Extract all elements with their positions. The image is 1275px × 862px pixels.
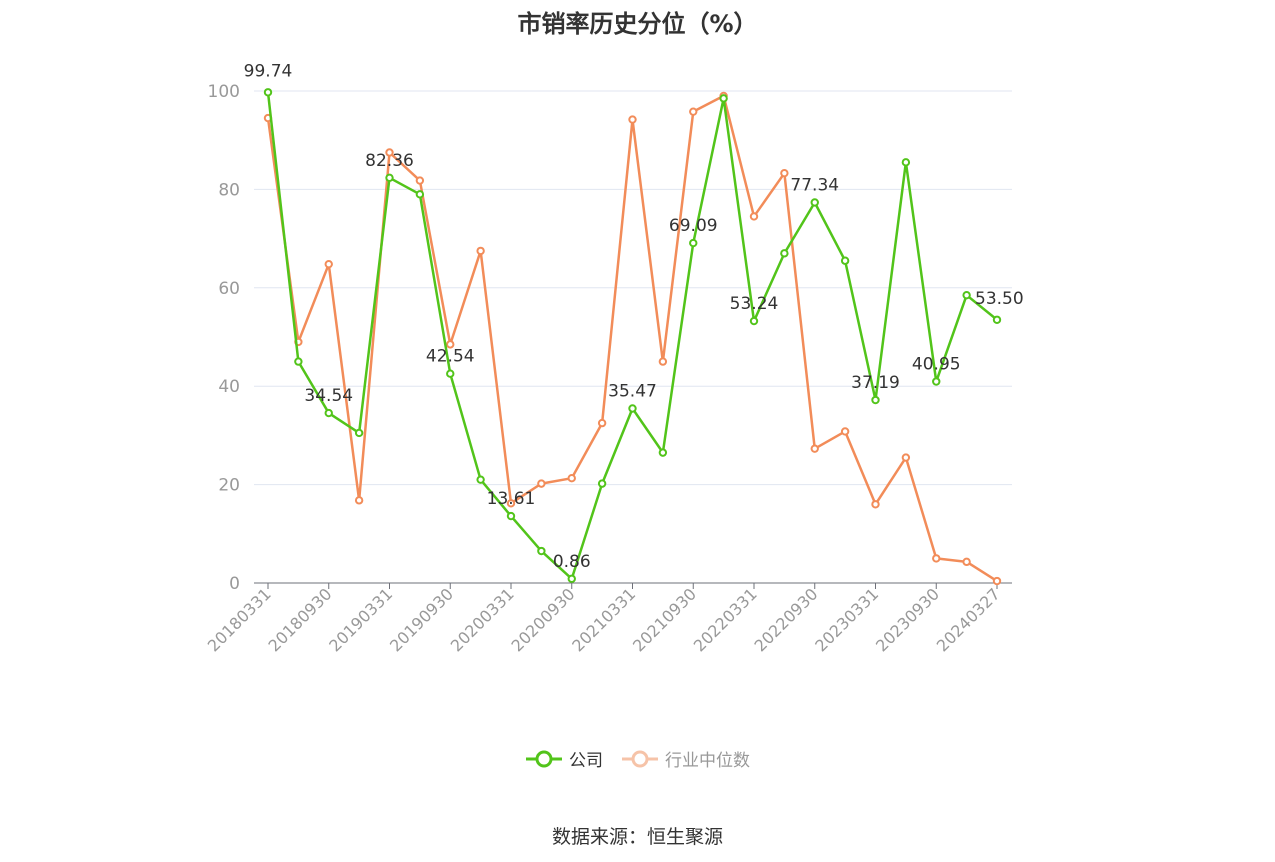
data-point <box>506 511 516 521</box>
data-point <box>932 554 941 563</box>
x-tick-label: 20240327 <box>933 584 1004 655</box>
x-tick-label: 20220331 <box>690 584 761 655</box>
data-point <box>810 444 819 453</box>
data-point <box>658 357 668 366</box>
data-label: 40.95 <box>912 355 961 375</box>
x-tick-label: 20230331 <box>811 584 882 655</box>
data-point <box>567 574 576 583</box>
data-point <box>871 395 880 405</box>
data-label: 42.54 <box>426 347 475 367</box>
data-point <box>446 369 455 378</box>
legend-line-icon <box>622 750 658 767</box>
data-point <box>901 453 911 462</box>
legend-label-company: 公司 <box>569 751 603 771</box>
data-point <box>324 259 333 269</box>
data-point <box>810 198 819 207</box>
data-label: 0.86 <box>553 552 591 572</box>
data-point <box>597 479 607 488</box>
data-point <box>354 428 364 438</box>
legend-line-icon <box>526 750 562 767</box>
x-tick-label: 20210331 <box>568 584 639 655</box>
data-point <box>597 418 607 428</box>
data-point <box>932 377 941 386</box>
data-point <box>780 168 789 178</box>
x-tick-label: 20210930 <box>629 584 700 655</box>
chart-title: 市销率历史分位（%） <box>517 10 758 38</box>
series-industry-median <box>263 91 1002 586</box>
data-point <box>385 173 394 182</box>
x-tick-label: 20220930 <box>751 584 822 655</box>
series-company <box>263 88 1002 583</box>
data-label: 69.09 <box>669 216 718 236</box>
x-tick-label: 20200331 <box>447 584 518 655</box>
y-tick-label: 100 <box>208 82 240 102</box>
data-label: 37.19 <box>851 373 900 393</box>
y-tick-label: 40 <box>218 377 240 397</box>
data-point <box>476 475 485 484</box>
data-point <box>324 408 333 418</box>
data-label: 35.47 <box>608 381 657 401</box>
x-tick-label: 20190930 <box>386 584 457 655</box>
x-tick-label: 20230930 <box>872 584 943 655</box>
data-point <box>719 94 728 103</box>
data-label: 34.54 <box>304 386 353 406</box>
data-point <box>446 340 455 349</box>
data-point <box>294 357 303 366</box>
data-point <box>992 576 1002 586</box>
data-point <box>840 427 850 436</box>
legend-label-industry: 行业中位数 <box>665 751 750 771</box>
data-point <box>689 238 698 248</box>
data-point <box>840 256 850 265</box>
y-tick-label: 20 <box>218 476 240 496</box>
y-tick-label: 0 <box>229 574 240 594</box>
data-point <box>476 246 485 256</box>
data-point <box>567 474 576 483</box>
data-point <box>749 316 759 326</box>
data-point <box>415 190 425 199</box>
data-point <box>689 107 698 116</box>
data-point <box>749 212 759 221</box>
data-point <box>871 500 880 509</box>
x-tick-label: 20200930 <box>508 584 579 655</box>
x-tick-label: 20190331 <box>325 584 396 655</box>
data-point <box>506 499 516 508</box>
data-label: 77.34 <box>790 175 839 195</box>
data-point <box>992 315 1002 324</box>
legend: 公司 行业中位数 <box>0 746 1275 771</box>
legend-item-company[interactable]: 公司 <box>525 746 603 771</box>
data-label: 13.61 <box>487 489 536 509</box>
data-point <box>263 88 273 97</box>
data-point <box>658 448 668 457</box>
data-point <box>628 404 637 413</box>
data-point <box>354 496 364 505</box>
x-tick-label: 20180930 <box>265 584 336 655</box>
data-point <box>537 546 546 556</box>
data-point <box>628 115 637 124</box>
data-point <box>901 158 911 167</box>
data-point <box>962 557 971 567</box>
data-point <box>385 148 394 157</box>
data-label: 53.24 <box>730 294 779 314</box>
data-point <box>415 176 425 185</box>
y-tick-label: 60 <box>218 279 240 299</box>
legend-item-industry[interactable]: 行业中位数 <box>621 746 750 771</box>
data-label: 82.36 <box>365 151 414 171</box>
data-point <box>962 290 971 300</box>
data-point <box>537 479 546 488</box>
data-label: 99.74 <box>244 61 293 81</box>
data-point <box>780 249 789 258</box>
x-tick-label: 20180331 <box>204 584 275 655</box>
y-tick-label: 80 <box>218 180 240 200</box>
source-note: 数据来源：恒生聚源 <box>551 826 723 848</box>
data-label: 53.50 <box>975 289 1024 309</box>
